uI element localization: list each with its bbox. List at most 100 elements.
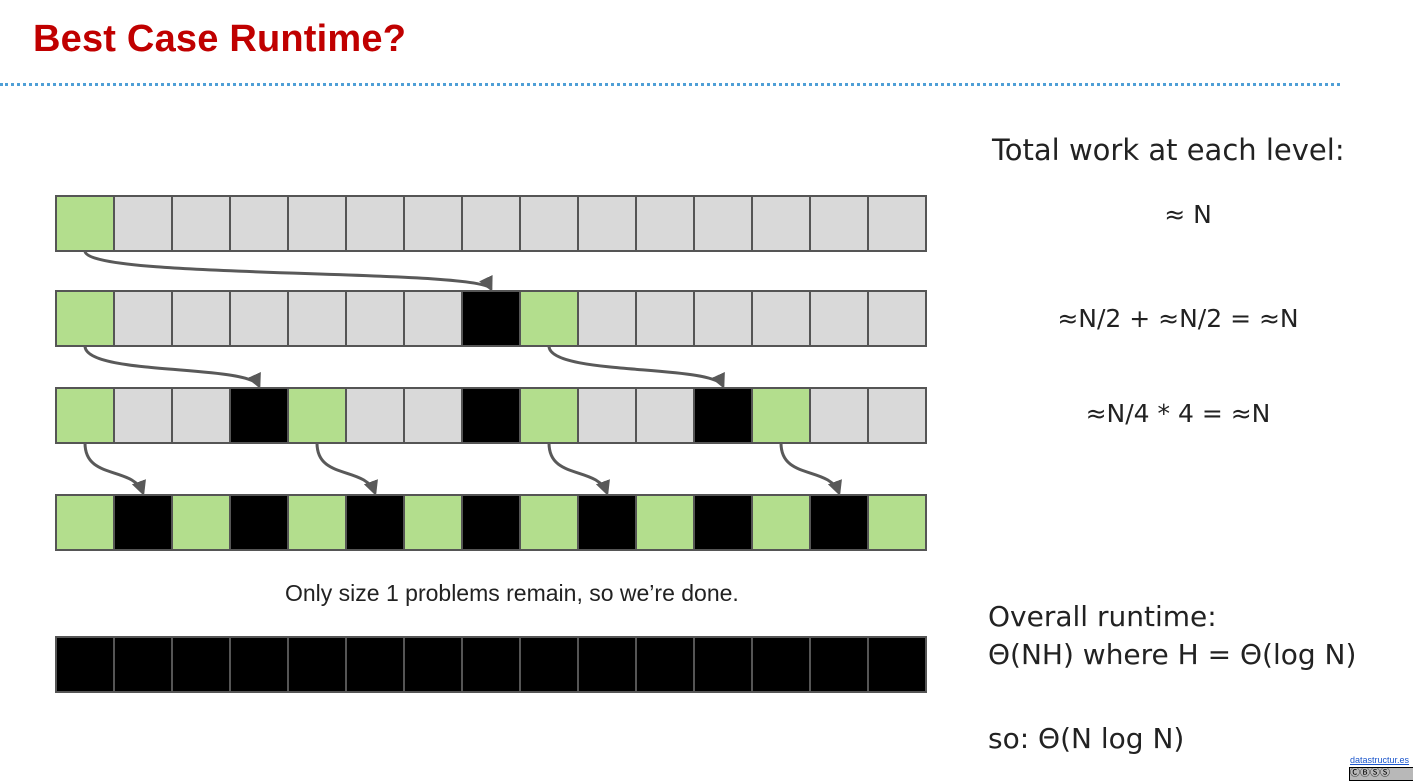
array-cell-unsorted [113,387,173,444]
array-cell-in-final-position [635,636,695,693]
array-row-level-0 [55,195,927,252]
partition-arrow [83,442,146,496]
array-cell-pivot [751,494,811,551]
slide-title: Best Case Runtime? [33,18,407,60]
array-cell-in-final-position [113,636,173,693]
array-cell-in-final-position [519,636,579,693]
array-cell-in-final-position [403,636,463,693]
array-cell-unsorted [635,290,695,347]
array-cell-unsorted [577,195,637,252]
array-cell-in-final-position [867,636,927,693]
array-cell-pivot [519,494,579,551]
array-cell-in-final-position [229,636,289,693]
array-cell-unsorted [751,195,811,252]
array-cell-in-final-position [461,290,521,347]
partition-arrow [83,250,493,292]
partition-arrow [547,442,610,496]
array-row-done [55,636,927,693]
array-cell-pivot [55,494,115,551]
array-cell-in-final-position [577,636,637,693]
array-cell-unsorted [867,195,927,252]
array-cell-unsorted [693,195,753,252]
array-cell-in-final-position [577,494,637,551]
array-cell-in-final-position [809,636,869,693]
level-work-1: ≈N/2 + ≈N/2 = ≈N [1057,304,1299,333]
array-row-level-3 [55,494,927,551]
array-cell-unsorted [171,387,231,444]
array-cell-in-final-position [809,494,869,551]
array-cell-unsorted [519,195,579,252]
array-cell-unsorted [287,290,347,347]
array-cell-unsorted [867,387,927,444]
work-heading: Total work at each level: [992,133,1345,167]
array-cell-in-final-position [461,636,521,693]
array-cell-unsorted [345,290,405,347]
array-cell-unsorted [403,195,463,252]
array-cell-in-final-position [693,636,753,693]
array-cell-pivot [519,290,579,347]
array-cell-in-final-position [693,387,753,444]
array-cell-in-final-position [751,636,811,693]
array-cell-pivot [55,290,115,347]
array-cell-unsorted [635,387,695,444]
array-row-level-1 [55,290,927,347]
quicksort-diagram [55,195,927,693]
array-cell-unsorted [809,195,869,252]
partition-arrow [83,345,261,389]
level-work-2: ≈N/4 * 4 = ≈N [1085,399,1271,428]
array-cell-unsorted [809,387,869,444]
array-cell-unsorted [113,195,173,252]
array-cell-in-final-position [287,636,347,693]
array-cell-unsorted [867,290,927,347]
array-cell-in-final-position [171,636,231,693]
partition-arrow [547,345,725,389]
array-cell-unsorted [635,195,695,252]
partition-arrow [779,442,842,496]
array-cell-unsorted [345,195,405,252]
array-cell-in-final-position [229,494,289,551]
array-row-level-2 [55,387,927,444]
array-cell-unsorted [287,195,347,252]
title-divider [0,83,1340,86]
done-caption: Only size 1 problems remain, so we’re do… [285,580,739,606]
level-work-0: ≈ N [1164,200,1212,229]
array-cell-unsorted [171,290,231,347]
array-cell-in-final-position [461,494,521,551]
array-cell-pivot [55,387,115,444]
array-cell-unsorted [751,290,811,347]
array-cell-in-final-position [693,494,753,551]
array-cell-unsorted [113,290,173,347]
array-cell-unsorted [461,195,521,252]
array-cell-in-final-position [461,387,521,444]
array-cell-unsorted [171,195,231,252]
overall-runtime: Overall runtime: Θ(NH) where H = Θ(log N… [988,598,1356,674]
array-cell-unsorted [403,290,463,347]
array-cell-in-final-position [113,494,173,551]
array-cell-pivot [287,494,347,551]
array-cell-in-final-position [345,494,405,551]
partition-arrow [315,442,378,496]
array-cell-unsorted [403,387,463,444]
array-cell-unsorted [693,290,753,347]
array-cell-pivot [171,494,231,551]
array-cell-pivot [635,494,695,551]
final-runtime: so: Θ(N log N) [988,722,1185,755]
array-cell-unsorted [229,290,289,347]
array-cell-unsorted [809,290,869,347]
array-cell-in-final-position [345,636,405,693]
array-cell-pivot [287,387,347,444]
array-cell-pivot [751,387,811,444]
array-cell-in-final-position [55,636,115,693]
datastructures-link[interactable]: datastructur.es [1350,755,1410,765]
array-cell-pivot [519,387,579,444]
overall-runtime-label: Overall runtime: [988,600,1217,633]
array-cell-unsorted [345,387,405,444]
array-cell-pivot [867,494,927,551]
array-cell-unsorted [229,195,289,252]
array-cell-in-final-position [229,387,289,444]
array-cell-unsorted [577,290,637,347]
array-cell-unsorted [577,387,637,444]
overall-runtime-formula: Θ(NH) where H = Θ(log N) [988,638,1357,671]
array-cell-pivot [55,195,115,252]
array-cell-pivot [403,494,463,551]
